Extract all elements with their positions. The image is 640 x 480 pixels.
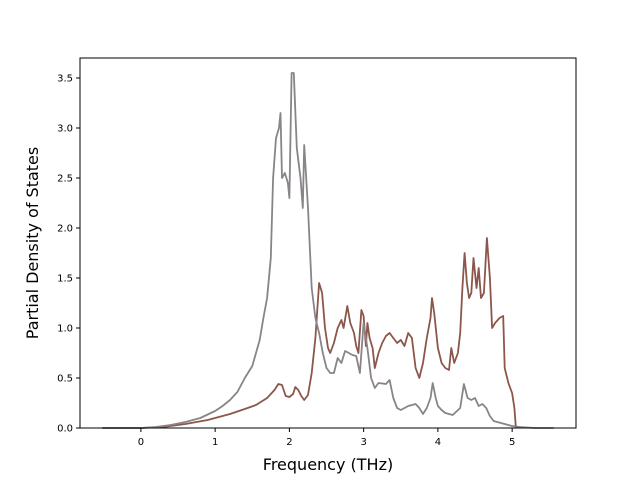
- y-axis-label: Partial Density of States: [23, 147, 42, 339]
- series-line-2: [102, 72, 554, 429]
- y-tick-label: 2.5: [57, 174, 73, 185]
- y-tick-label: 2.0: [57, 224, 73, 235]
- axes-frame: [79, 57, 577, 429]
- y-tick-label: 3.5: [57, 74, 73, 85]
- series-line-1: [102, 237, 517, 429]
- x-axis-ticks: 0 1 2 3 4 5: [138, 428, 515, 448]
- y-axis-ticks: 0.0 0.5 1.0 1.5 2.0 2.5 3.0 3.5: [57, 74, 80, 435]
- series-layer: [102, 72, 554, 429]
- y-tick-label: 0.0: [57, 424, 73, 435]
- x-tick-label: 5: [509, 437, 515, 448]
- y-tick-label: 0.5: [57, 374, 73, 385]
- y-tick-label: 3.0: [57, 124, 73, 135]
- x-tick-label: 1: [212, 437, 218, 448]
- x-tick-label: 0: [138, 437, 144, 448]
- y-tick-label: 1.5: [57, 274, 73, 285]
- x-tick-label: 3: [360, 437, 366, 448]
- x-axis-label: Frequency (THz): [263, 455, 393, 474]
- plot-area: [102, 72, 554, 429]
- x-tick-label: 2: [286, 437, 292, 448]
- x-tick-label: 4: [435, 437, 441, 448]
- y-tick-label: 1.0: [57, 324, 73, 335]
